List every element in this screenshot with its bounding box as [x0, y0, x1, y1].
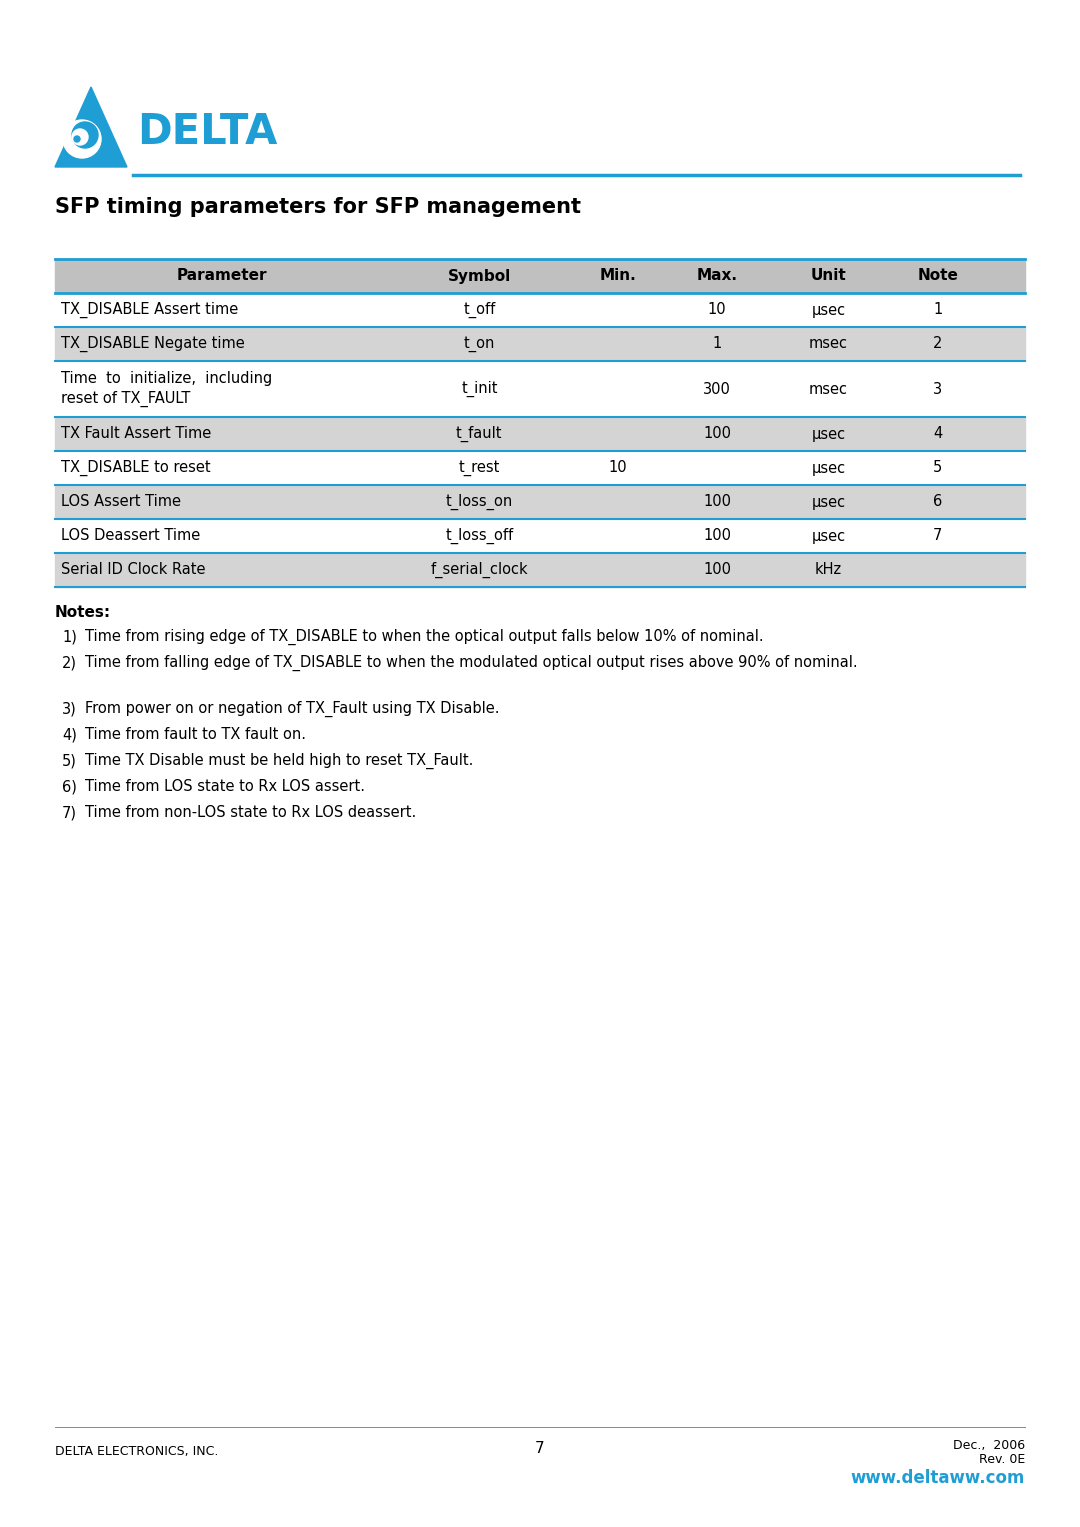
Text: DELTA ELECTRONICS, INC.: DELTA ELECTRONICS, INC.	[55, 1445, 218, 1458]
Text: Time TX Disable must be held high to reset TX_Fault.: Time TX Disable must be held high to res…	[85, 753, 473, 770]
Text: t_loss_off: t_loss_off	[445, 528, 513, 544]
Text: μsec: μsec	[811, 426, 846, 441]
Text: Note: Note	[917, 269, 958, 284]
Text: Time from rising edge of TX_DISABLE to when the optical output falls below 10% o: Time from rising edge of TX_DISABLE to w…	[85, 629, 764, 646]
Text: 1: 1	[933, 302, 943, 318]
Text: 2): 2)	[62, 655, 77, 670]
Text: t_loss_on: t_loss_on	[446, 493, 513, 510]
Text: Max.: Max.	[697, 269, 738, 284]
Bar	[55, 360, 1025, 417]
Text: LOS Assert Time: LOS Assert Time	[60, 495, 181, 510]
Polygon shape	[55, 87, 127, 166]
Text: Time from LOS state to Rx LOS assert.: Time from LOS state to Rx LOS assert.	[85, 779, 365, 794]
Text: TX Fault Assert Time: TX Fault Assert Time	[60, 426, 212, 441]
Text: Time from fault to TX fault on.: Time from fault to TX fault on.	[85, 727, 306, 742]
Text: 1): 1)	[62, 629, 77, 644]
Text: Time  to  initialize,  including
reset of TX_FAULT: Time to initialize, including reset of T…	[60, 371, 272, 408]
Bar	[55, 327, 1025, 360]
Text: DELTA: DELTA	[137, 111, 278, 153]
Text: Serial ID Clock Rate: Serial ID Clock Rate	[60, 562, 205, 577]
Text: μsec: μsec	[811, 461, 846, 475]
Text: t_init: t_init	[461, 380, 498, 397]
Ellipse shape	[72, 122, 98, 148]
Ellipse shape	[63, 121, 102, 157]
Text: μsec: μsec	[811, 495, 846, 510]
Text: 7: 7	[536, 1441, 544, 1457]
Text: μsec: μsec	[811, 528, 846, 544]
Text: 10: 10	[608, 461, 626, 475]
Bar	[55, 519, 1025, 553]
Bar	[55, 260, 1025, 293]
Text: 1: 1	[713, 336, 721, 351]
Text: 6): 6)	[62, 779, 77, 794]
Text: 2: 2	[933, 336, 943, 351]
Text: TX_DISABLE Negate time: TX_DISABLE Negate time	[60, 336, 245, 353]
Text: 100: 100	[703, 495, 731, 510]
Text: 3: 3	[933, 382, 942, 397]
Text: 100: 100	[703, 426, 731, 441]
Bar	[55, 486, 1025, 519]
Text: t_fault: t_fault	[456, 426, 502, 443]
Text: 7): 7)	[62, 805, 77, 820]
Text: Symbol: Symbol	[448, 269, 511, 284]
Text: Notes:: Notes:	[55, 605, 111, 620]
Bar	[55, 553, 1025, 586]
Text: Dec.,  2006: Dec., 2006	[953, 1438, 1025, 1452]
Text: Time from falling edge of TX_DISABLE to when the modulated optical output rises : Time from falling edge of TX_DISABLE to …	[85, 655, 858, 672]
Text: www.deltaww.com: www.deltaww.com	[851, 1469, 1025, 1487]
Text: 5): 5)	[62, 753, 77, 768]
Text: 300: 300	[703, 382, 731, 397]
Text: 3): 3)	[62, 701, 77, 716]
Text: Unit: Unit	[811, 269, 847, 284]
Ellipse shape	[72, 128, 87, 145]
Text: TX_DISABLE to reset: TX_DISABLE to reset	[60, 460, 211, 476]
Text: msec: msec	[809, 382, 848, 397]
Text: Min.: Min.	[599, 269, 636, 284]
Text: 100: 100	[703, 528, 731, 544]
Text: Time from non-LOS state to Rx LOS deassert.: Time from non-LOS state to Rx LOS deasse…	[85, 805, 416, 820]
Text: kHz: kHz	[815, 562, 842, 577]
Text: LOS Deassert Time: LOS Deassert Time	[60, 528, 200, 544]
Text: 10: 10	[707, 302, 727, 318]
Text: 6: 6	[933, 495, 943, 510]
Text: SFP timing parameters for SFP management: SFP timing parameters for SFP management	[55, 197, 581, 217]
Bar	[55, 450, 1025, 486]
Text: 100: 100	[703, 562, 731, 577]
Text: t_off: t_off	[463, 302, 496, 318]
Text: 5: 5	[933, 461, 943, 475]
Text: Parameter: Parameter	[177, 269, 268, 284]
Bar	[55, 293, 1025, 327]
Text: Rev. 0E: Rev. 0E	[978, 1454, 1025, 1466]
Text: 4: 4	[933, 426, 943, 441]
Text: t_rest: t_rest	[459, 460, 500, 476]
Text: msec: msec	[809, 336, 848, 351]
Text: From power on or negation of TX_Fault using TX Disable.: From power on or negation of TX_Fault us…	[85, 701, 499, 718]
Text: 4): 4)	[62, 727, 77, 742]
Bar	[55, 417, 1025, 450]
Text: 7: 7	[933, 528, 943, 544]
Ellipse shape	[75, 136, 80, 142]
Text: μsec: μsec	[811, 302, 846, 318]
Text: t_on: t_on	[463, 336, 495, 351]
Text: TX_DISABLE Assert time: TX_DISABLE Assert time	[60, 302, 239, 318]
Text: f_serial_clock: f_serial_clock	[431, 562, 528, 579]
